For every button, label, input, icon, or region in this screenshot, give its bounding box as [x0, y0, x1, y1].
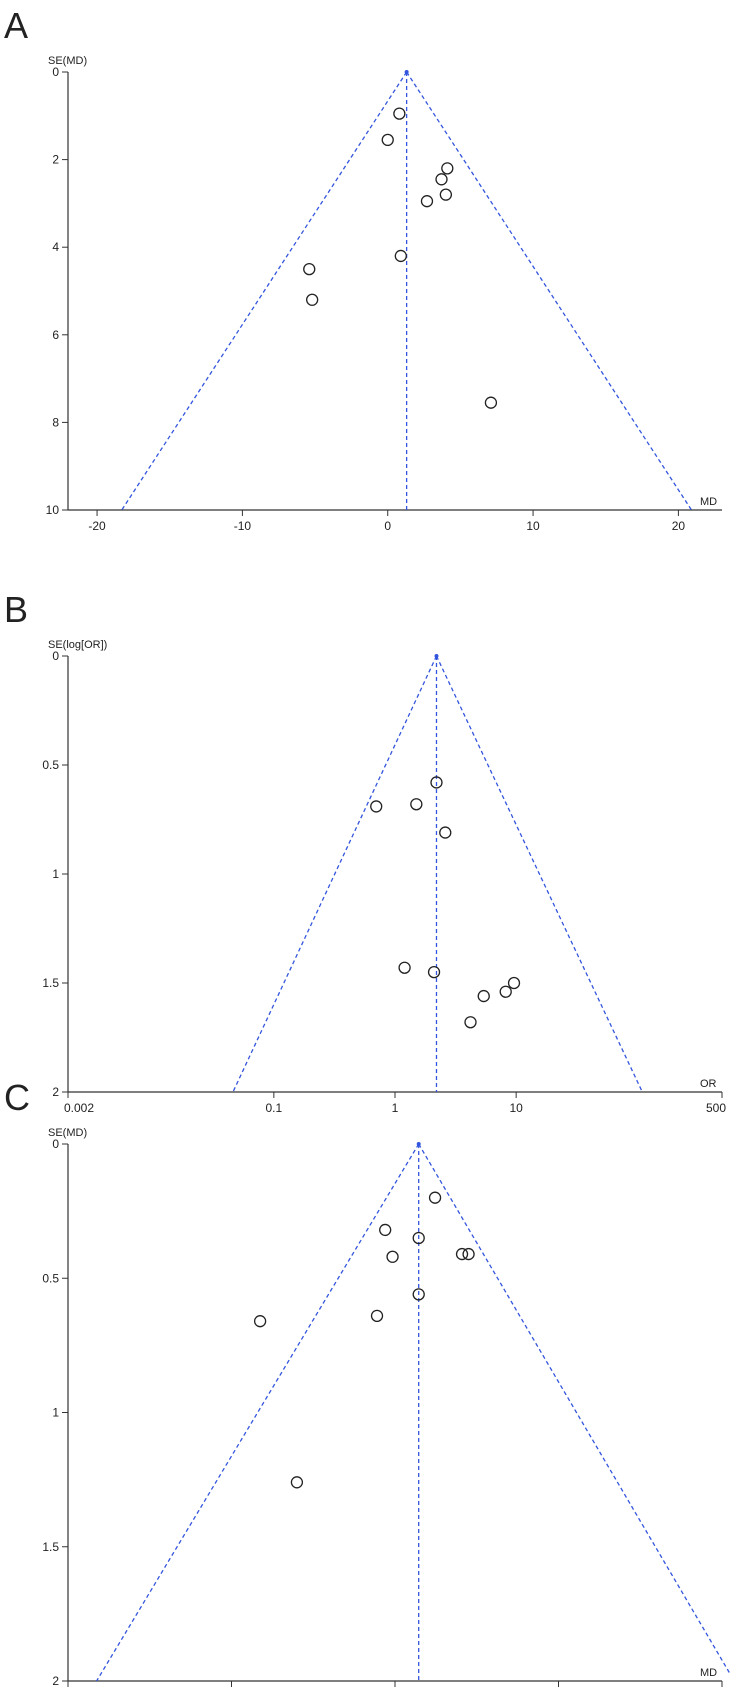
panel-a-study-point: [420, 195, 434, 208]
panel-b-funnel-apex: [434, 654, 439, 658]
panel-c-funnel-apex: [416, 1142, 421, 1146]
panel-c-x-tick-label: 0: [392, 1690, 399, 1692]
panel-c-study-point: [462, 1247, 475, 1261]
panel-b-x-tick-label: 500: [706, 1101, 726, 1115]
panel-c-x-tick-label: 2: [555, 1690, 562, 1692]
panel-c-study-point: [386, 1250, 399, 1263]
panel-b-y-tick-label: 2: [52, 1085, 59, 1099]
panel-a-x-tick-label: 20: [672, 519, 686, 533]
panel-b-x-tick-label: 1: [392, 1101, 399, 1115]
panel-c-study-point: [455, 1247, 469, 1261]
panel-a-y-tick-label: 8: [52, 415, 59, 429]
panel-a-x-axis-label: MD: [700, 496, 717, 508]
panel-a-y-tick-label: 0: [52, 65, 59, 79]
panel-b-study-point: [410, 798, 423, 811]
panel-c-study-point: [290, 1476, 304, 1489]
panel-c-study-point: [412, 1231, 425, 1245]
panel-a-x-tick-label: 10: [526, 519, 540, 533]
panel-a-x-tick-label: -20: [88, 519, 106, 533]
panel-c-y-axis-label: SE(MD): [48, 1127, 87, 1139]
panel-a-y-tick-label: 2: [52, 153, 59, 167]
panel-b-study-point: [398, 961, 411, 974]
panel-a-y-tick-label: 10: [46, 503, 60, 517]
panel-a-funnel-apex: [404, 70, 409, 74]
panel-a-study-point: [306, 293, 319, 306]
panel-a-study-point: [439, 188, 453, 201]
panel-c-x-tick-label: -4: [64, 1690, 75, 1692]
panel-b-study-point: [370, 800, 383, 813]
panel-c-y-tick-label: 2: [52, 1674, 59, 1688]
panel-b-y-tick-label: 0: [52, 649, 59, 663]
panel-b-x-tick-label: 0.002: [64, 1101, 94, 1115]
panel-a-study-point: [381, 133, 394, 147]
panel-a-funnel-right-limit: [406, 71, 693, 511]
panel-c-study-point: [370, 1309, 384, 1322]
panel-b-study-point: [464, 1016, 477, 1029]
panel-b-y-tick-label: 1.5: [42, 976, 59, 990]
panel-b-x-tick-label: 0.1: [265, 1101, 282, 1115]
panel-b-funnel-right-limit: [435, 655, 643, 1093]
panel-a-x-tick-label: -10: [234, 519, 252, 533]
panel-b-y-tick-label: 0.5: [42, 758, 59, 772]
panel-b-study-point: [439, 826, 452, 839]
panel-b-x-axis-label: OR: [700, 1078, 717, 1090]
panel-c-label: C: [4, 1077, 30, 1118]
panel-a-study-point: [303, 262, 316, 276]
panel-a-study-point: [441, 162, 454, 175]
panel-c-study-point: [379, 1223, 392, 1237]
panel-a-study-point: [484, 396, 498, 409]
panel-c-funnel-left-limit: [96, 1143, 420, 1682]
panel-b-y-axis-label: SE(log[OR]): [48, 639, 107, 651]
panel-b-study-point: [430, 776, 443, 789]
panel-c-study-point: [412, 1288, 425, 1301]
panel-c-study-point: [428, 1191, 442, 1204]
panel-c-x-tick-label: 4: [719, 1690, 726, 1692]
panel-b-funnel-left-limit: [232, 655, 438, 1093]
panel-c-x-tick-label: -2: [226, 1690, 237, 1692]
panel-c-y-tick-label: 0: [52, 1137, 59, 1151]
panel-a-study-point: [435, 173, 448, 186]
panel-b-y-tick-label: 1: [52, 867, 59, 881]
panel-a-study-point: [393, 107, 406, 120]
panel-b-study-point: [507, 976, 521, 990]
panel-c-study-point: [253, 1315, 267, 1328]
panel-a-funnel-left-limit: [121, 71, 408, 511]
panel-b-study-point: [499, 985, 512, 998]
panel-a-label: A: [4, 5, 28, 46]
panel-c-funnel-right-limit: [418, 1143, 730, 1676]
panel-c-y-tick-label: 0.5: [42, 1271, 59, 1285]
panel-c-y-tick-label: 1.5: [42, 1540, 59, 1554]
panel-b-study-point: [427, 965, 441, 979]
panel-b-label: B: [4, 589, 28, 630]
panel-a-y-axis-label: SE(MD): [48, 55, 87, 67]
panel-c-y-tick-label: 1: [52, 1406, 59, 1420]
panel-a-x-tick-label: 0: [384, 519, 391, 533]
panel-b-study-point: [477, 989, 490, 1003]
panel-b-x-tick-label: 10: [509, 1101, 523, 1115]
panel-c-x-axis-label: MD: [700, 1667, 717, 1679]
panel-a-study-point: [394, 249, 407, 263]
panel-a-y-tick-label: 6: [52, 328, 59, 342]
panel-a-y-tick-label: 4: [52, 240, 59, 254]
